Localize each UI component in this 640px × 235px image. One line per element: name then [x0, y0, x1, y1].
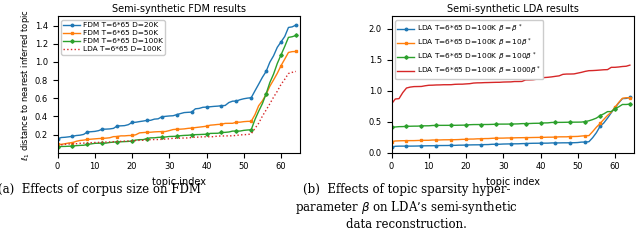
FDM T=6*65 D=20K [154, 118, 162, 120]
FDM T=6*65 D=50K [292, 50, 300, 53]
X-axis label: topic index: topic index [152, 177, 205, 187]
FDM T=6*65 D=50K [54, 143, 61, 146]
FDM T=6*65 D=50K [285, 51, 292, 54]
LDA T=6*65 D=100K $\beta=10\beta^*$ [626, 96, 634, 99]
FDM T=6*65 D=100K [259, 102, 266, 105]
FDM T=6*65 D=20K [125, 123, 132, 126]
FDM T=6*65 D=50K [177, 128, 184, 131]
Line: LDA T=6*65 D=100K: LDA T=6*65 D=100K [58, 71, 296, 146]
FDM T=6*65 D=100K [292, 34, 300, 37]
LDA T=6*65 D=100K [285, 72, 292, 75]
FDM T=6*65 D=50K [109, 135, 117, 138]
LDA T=6*65 D=100K $\beta=10\beta^*$ [458, 138, 466, 141]
FDM T=6*65 D=20K [285, 26, 292, 29]
LDA T=6*65 D=100K $\beta=1000\beta^*$ [444, 83, 451, 86]
Legend: FDM T=6*65 D=20K, FDM T=6*65 D=50K, FDM T=6*65 D=100K, LDA T=6*65 D=100K: FDM T=6*65 D=20K, FDM T=6*65 D=50K, FDM … [61, 20, 165, 55]
Line: LDA T=6*65 D=100K $\beta=100\beta^*$: LDA T=6*65 D=100K $\beta=100\beta^*$ [390, 103, 631, 128]
LDA T=6*65 D=100K $\beta=\beta^*$ [488, 143, 496, 146]
LDA T=6*65 D=100K $\beta=10\beta^*$ [511, 136, 518, 139]
LDA T=6*65 D=100K $\beta=1000\beta^*$ [488, 81, 496, 84]
Line: LDA T=6*65 D=100K $\beta=1000\beta^*$: LDA T=6*65 D=100K $\beta=1000\beta^*$ [392, 65, 630, 104]
LDA T=6*65 D=100K $\beta=\beta^*$ [626, 96, 634, 99]
LDA T=6*65 D=100K [154, 138, 162, 141]
LDA T=6*65 D=100K $\beta=\beta^*$ [619, 97, 627, 100]
LDA T=6*65 D=100K $\beta=\beta^*$ [511, 142, 518, 145]
LDA T=6*65 D=100K $\beta=10\beta^*$ [488, 137, 496, 140]
LDA T=6*65 D=100K $\beta=10\beta^*$ [619, 97, 627, 100]
FDM T=6*65 D=50K [125, 134, 132, 137]
LDA T=6*65 D=100K [125, 140, 132, 142]
LDA T=6*65 D=100K $\beta=10\beta^*$ [444, 138, 451, 141]
LDA T=6*65 D=100K $\beta=\beta^*$ [388, 146, 396, 149]
FDM T=6*65 D=20K [177, 112, 184, 115]
LDA T=6*65 D=100K $\beta=\beta^*$ [444, 144, 451, 147]
LDA T=6*65 D=100K $\beta=100\beta^*$ [619, 103, 627, 106]
LDA T=6*65 D=100K [177, 137, 184, 140]
Line: FDM T=6*65 D=50K: FDM T=6*65 D=50K [56, 50, 297, 146]
LDA T=6*65 D=100K $\beta=\beta^*$ [458, 144, 466, 147]
Line: FDM T=6*65 D=20K: FDM T=6*65 D=20K [56, 24, 297, 140]
LDA T=6*65 D=100K $\beta=100\beta^*$ [511, 123, 518, 125]
Line: LDA T=6*65 D=100K $\beta=\beta^*$: LDA T=6*65 D=100K $\beta=\beta^*$ [390, 96, 631, 149]
FDM T=6*65 D=100K [109, 141, 117, 144]
LDA T=6*65 D=100K $\beta=1000\beta^*$ [593, 69, 600, 72]
LDA T=6*65 D=100K [54, 144, 61, 147]
LDA T=6*65 D=100K $\beta=10\beta^*$ [593, 126, 600, 129]
LDA T=6*65 D=100K $\beta=100\beta^*$ [388, 126, 396, 129]
LDA T=6*65 D=100K $\beta=100\beta^*$ [626, 103, 634, 106]
LDA T=6*65 D=100K [109, 140, 117, 143]
LDA T=6*65 D=100K [259, 115, 266, 118]
Title: Semi-synthetic FDM results: Semi-synthetic FDM results [111, 4, 246, 14]
LDA T=6*65 D=100K $\beta=1000\beta^*$ [626, 64, 634, 67]
LDA T=6*65 D=100K $\beta=\beta^*$ [593, 131, 600, 134]
Line: FDM T=6*65 D=100K: FDM T=6*65 D=100K [56, 34, 297, 148]
LDA T=6*65 D=100K [292, 70, 300, 73]
LDA T=6*65 D=100K $\beta=100\beta^*$ [444, 124, 451, 127]
FDM T=6*65 D=20K [292, 24, 300, 27]
FDM T=6*65 D=20K [109, 127, 117, 130]
LDA T=6*65 D=100K $\beta=1000\beta^*$ [388, 102, 396, 105]
FDM T=6*65 D=100K [177, 134, 184, 137]
LDA T=6*65 D=100K $\beta=1000\beta^*$ [619, 65, 627, 68]
Text: (a)  Effects of corpus size on FDM: (a) Effects of corpus size on FDM [0, 183, 201, 196]
FDM T=6*65 D=100K [285, 36, 292, 39]
LDA T=6*65 D=100K $\beta=1000\beta^*$ [511, 80, 518, 83]
X-axis label: topic index: topic index [486, 177, 540, 187]
LDA T=6*65 D=100K $\beta=100\beta^*$ [458, 124, 466, 127]
FDM T=6*65 D=100K [125, 140, 132, 143]
LDA T=6*65 D=100K $\beta=100\beta^*$ [593, 117, 600, 120]
Y-axis label: $\ell_1$ distance to nearest inferred topic: $\ell_1$ distance to nearest inferred to… [19, 9, 32, 161]
LDA T=6*65 D=100K $\beta=1000\beta^*$ [458, 83, 466, 86]
FDM T=6*65 D=100K [54, 145, 61, 148]
FDM T=6*65 D=50K [154, 130, 162, 133]
FDM T=6*65 D=20K [54, 137, 61, 140]
LDA T=6*65 D=100K $\beta=100\beta^*$ [488, 123, 496, 126]
Line: LDA T=6*65 D=100K $\beta=10\beta^*$: LDA T=6*65 D=100K $\beta=10\beta^*$ [390, 96, 631, 143]
FDM T=6*65 D=100K [154, 136, 162, 139]
Title: Semi-synthetic LDA results: Semi-synthetic LDA results [447, 4, 579, 14]
LDA T=6*65 D=100K $\beta=10\beta^*$ [388, 140, 396, 143]
FDM T=6*65 D=50K [259, 99, 266, 102]
FDM T=6*65 D=20K [259, 76, 266, 79]
Legend: LDA T=6*65 D=100K $\beta=\beta^*$, LDA T=6*65 D=100K $\beta=10\beta^*$, LDA T=6*: LDA T=6*65 D=100K $\beta=\beta^*$, LDA T… [396, 20, 543, 79]
Text: (b)  Effects of topic sparsity hyper-
parameter $\beta$ on LDA’s semi-synthetic
: (b) Effects of topic sparsity hyper- par… [295, 183, 518, 231]
